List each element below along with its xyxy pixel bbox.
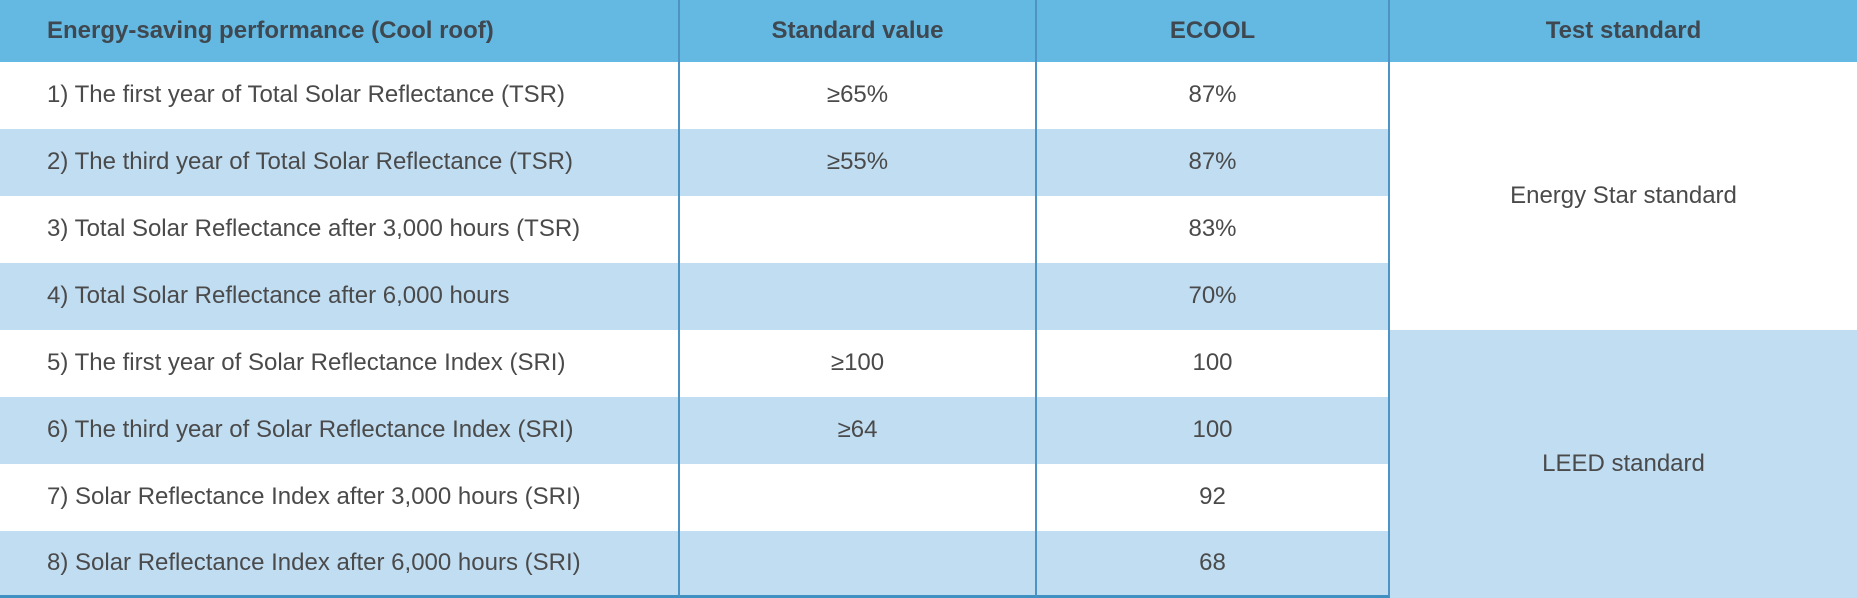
- ecool-value-cell: 70%: [1037, 263, 1390, 330]
- row-label: 4) Total Solar Reflectance after 6,000 h…: [0, 263, 680, 330]
- header-standard-value: Standard value: [680, 0, 1037, 62]
- standard-value-cell: [680, 263, 1037, 330]
- standard-value-cell: ≥65%: [680, 62, 1037, 129]
- row-label: 6) The third year of Solar Reflectance I…: [0, 397, 680, 464]
- ecool-value-cell: 100: [1037, 330, 1390, 397]
- row-label: 8) Solar Reflectance Index after 6,000 h…: [0, 531, 680, 598]
- ecool-value-cell: 87%: [1037, 62, 1390, 129]
- row-label: 1) The first year of Total Solar Reflect…: [0, 62, 680, 129]
- standard-value-cell: [680, 196, 1037, 263]
- header-ecool: ECOOL: [1037, 0, 1390, 62]
- ecool-value-cell: 87%: [1037, 129, 1390, 196]
- standard-value-cell: ≥100: [680, 330, 1037, 397]
- ecool-value-cell: 100: [1037, 397, 1390, 464]
- standard-value-cell: ≥55%: [680, 129, 1037, 196]
- ecool-value-cell: 92: [1037, 464, 1390, 531]
- test-standard-energy-star-cell: Energy Star standard: [1390, 62, 1857, 330]
- standard-value-cell: ≥64: [680, 397, 1037, 464]
- row-label: 3) Total Solar Reflectance after 3,000 h…: [0, 196, 680, 263]
- header-test-standard: Test standard: [1390, 0, 1857, 62]
- row-label: 2) The third year of Total Solar Reflect…: [0, 129, 680, 196]
- ecool-value-cell: 83%: [1037, 196, 1390, 263]
- standard-value-cell: [680, 531, 1037, 598]
- row-label: 7) Solar Reflectance Index after 3,000 h…: [0, 464, 680, 531]
- test-standard-leed-cell: LEED standard: [1390, 330, 1857, 598]
- header-performance: Energy-saving performance (Cool roof): [0, 0, 680, 62]
- standard-value-cell: [680, 464, 1037, 531]
- ecool-value-cell: 68: [1037, 531, 1390, 598]
- row-label: 5) The first year of Solar Reflectance I…: [0, 330, 680, 397]
